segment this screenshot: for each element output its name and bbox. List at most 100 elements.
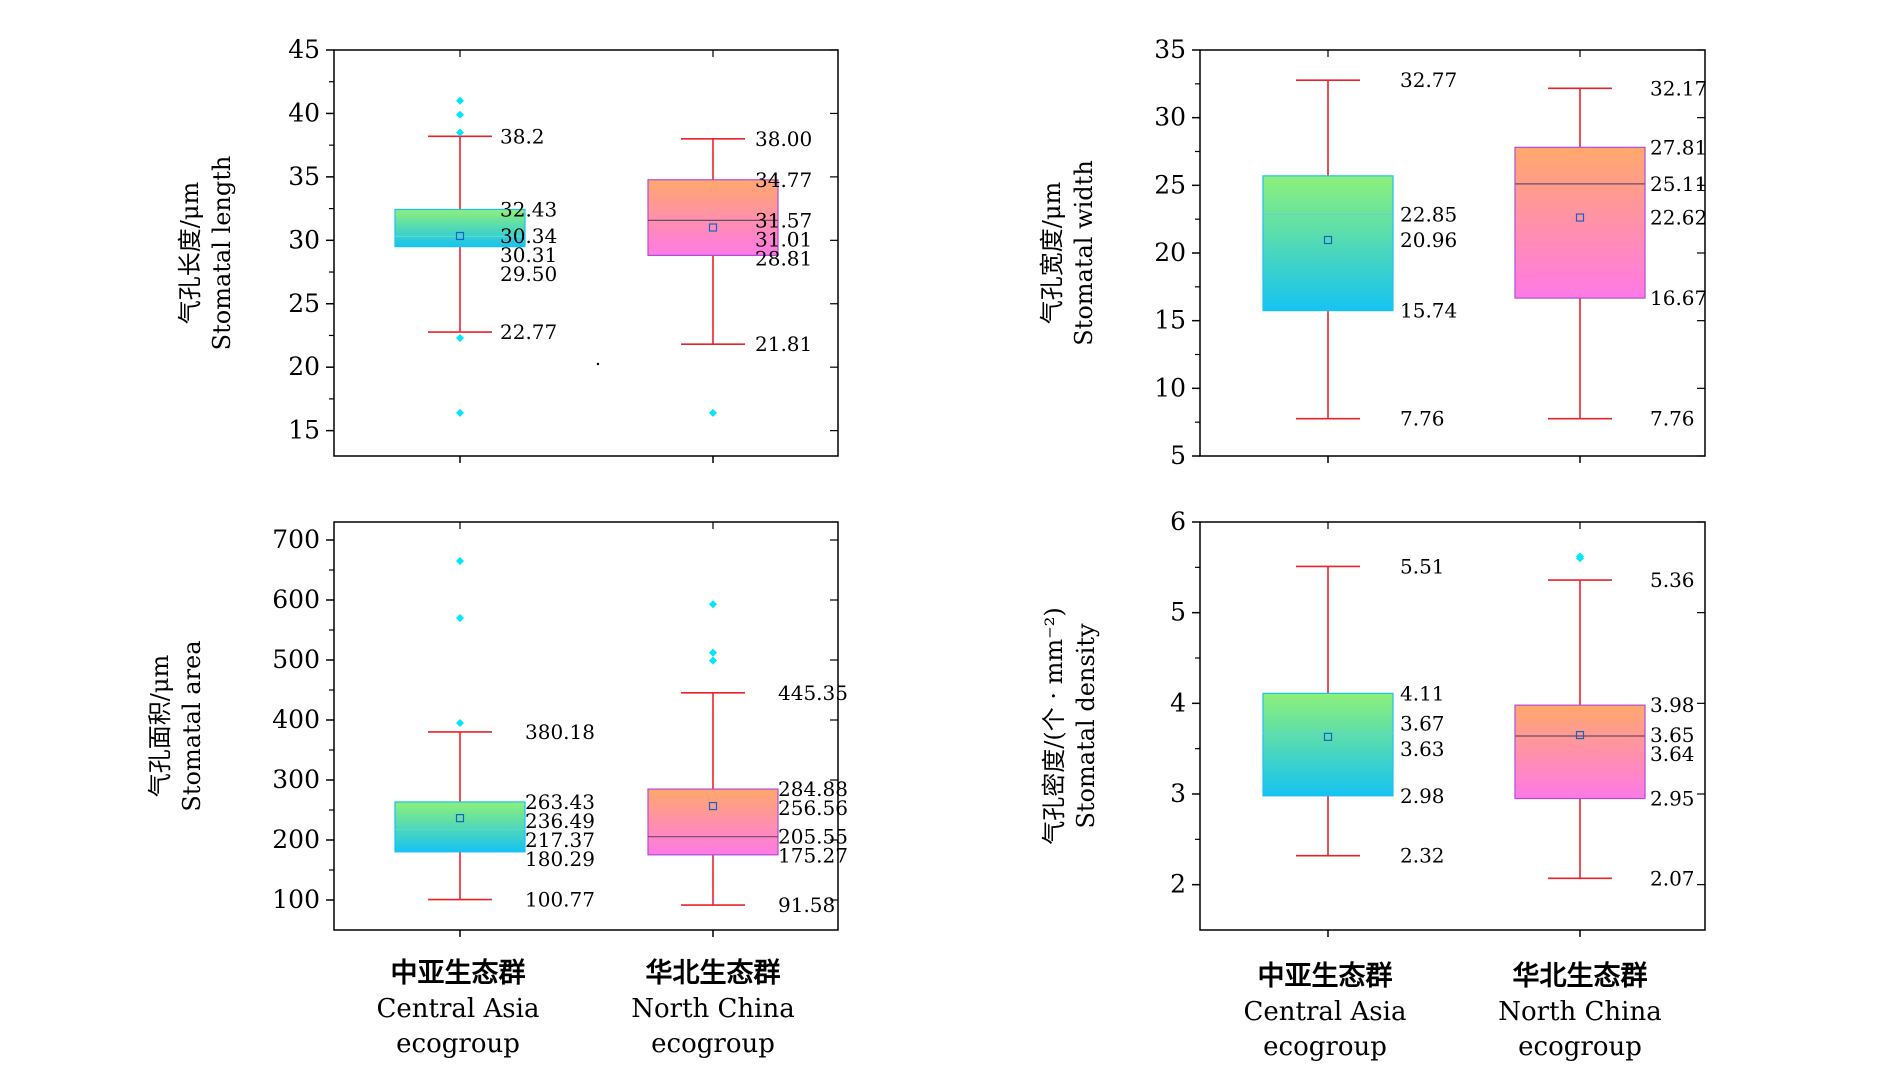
value-label: 3.63 (1400, 737, 1445, 761)
cat-en2-nc-left: ecogroup (651, 1029, 775, 1059)
outlier-point (1576, 554, 1584, 563)
outlier-point (456, 408, 464, 417)
mean-marker (1323, 235, 1333, 245)
y-axis-label-en: Stomatal density (1072, 623, 1100, 829)
cat-en2-ca-right: ecogroup (1263, 1032, 1387, 1062)
value-label: 180.29 (525, 847, 595, 871)
y-tick-label: 400 (272, 705, 320, 734)
value-label: 32.77 (1400, 68, 1457, 92)
box (1262, 692, 1394, 797)
plot-frame (1199, 521, 1706, 931)
outlier-point (456, 110, 464, 119)
cat-en2-nc-right: ecogroup (1518, 1032, 1642, 1062)
y-axis-label-cn: 气孔密度/(个 · mm⁻²) (1040, 607, 1068, 845)
y-tick-label: 5 (1170, 598, 1186, 627)
value-label: 32.43 (500, 197, 557, 221)
y-tick-label: 20 (288, 352, 320, 381)
outlier-point (709, 408, 717, 417)
value-label: 25.11 (1650, 172, 1707, 196)
value-label: 3.65 (1650, 723, 1695, 747)
y-tick-label: 700 (272, 525, 320, 554)
outlier-point (456, 719, 464, 727)
value-label: 5.36 (1650, 568, 1695, 592)
y-tick-label: 2 (1170, 870, 1186, 899)
panel-1: 15 20 25 30 35 40 45 气孔长度/μm Stomatal length 38.2… (176, 35, 839, 463)
value-label: 31.57 (755, 208, 812, 232)
y-tick-label: 15 (1154, 306, 1186, 335)
value-label: 4.11 (1400, 681, 1445, 705)
mean-marker (455, 814, 465, 823)
plot-frame (333, 49, 839, 457)
outlier-point (709, 600, 717, 609)
value-label: 22.77 (500, 320, 557, 344)
cat-cn-ca-left: 中亚生态群 (391, 958, 526, 989)
stray-dot (596, 362, 600, 366)
value-label: 284.88 (778, 777, 848, 801)
value-label: 7.76 (1650, 407, 1695, 431)
mean-marker (708, 223, 718, 232)
box (647, 788, 779, 856)
value-label: 30.31 (500, 243, 557, 267)
value-label: 31.01 (755, 227, 812, 251)
y-axis-label-cn: 气孔长度/μm (176, 182, 204, 325)
panel-3: 100 200 300 400 500 600 700 气孔面积/μm Stomatal are… (146, 521, 848, 937)
cat-en1-ca-left: Central Asia (377, 994, 540, 1024)
value-label: 2.98 (1400, 784, 1445, 808)
value-label: 175.27 (778, 844, 848, 868)
value-label: 27.81 (1650, 135, 1707, 159)
outlier-point (709, 656, 717, 665)
cat-cn-nc-left: 华北生态群 (646, 957, 781, 989)
box (394, 208, 526, 248)
box (647, 179, 779, 257)
mean-marker (1575, 730, 1585, 740)
value-label: 205.55 (778, 825, 848, 849)
y-tick-label: 10 (1154, 373, 1186, 402)
value-label: 2.07 (1650, 866, 1695, 890)
value-label: 3.98 (1650, 693, 1695, 717)
y-tick-label: 20 (1154, 238, 1186, 267)
value-label: 22.85 (1400, 202, 1457, 226)
value-label: 38.00 (755, 127, 812, 151)
y-tick-label: 30 (1154, 103, 1186, 132)
panel-2: 5 10 15 20 25 30 35 气孔宽度/μm Stomatal width 32.77 2… (1038, 35, 1707, 470)
box (1514, 704, 1646, 800)
value-label: 28.81 (755, 246, 812, 270)
value-label: 236.49 (525, 809, 595, 833)
value-label: 2.95 (1650, 787, 1695, 811)
y-axis-label-en: Stomatal area (178, 640, 206, 811)
y-tick-label: 300 (272, 765, 320, 794)
panel-4: 2 3 4 5 6 气孔密度/(个 · mm⁻²) Stomatal density 5.51… (1040, 507, 1706, 937)
y-axis-label-cn: 气孔宽度/μm (1038, 182, 1066, 325)
cat-en1-ca-right: Central Asia (1244, 997, 1407, 1027)
plot-frame (333, 521, 839, 931)
mean-marker (1323, 732, 1333, 741)
value-label: 91.58 (778, 893, 835, 917)
value-label: 3.64 (1650, 742, 1695, 766)
cat-cn-nc-right: 华北生态群 (1513, 960, 1648, 992)
outlier-point (456, 334, 464, 343)
value-label: 32.17 (1650, 76, 1707, 100)
value-label: 2.32 (1400, 844, 1445, 868)
value-label: 30.34 (500, 224, 557, 248)
y-axis-label-en: Stomatal width (1070, 160, 1098, 346)
y-tick-label: 15 (288, 416, 320, 445)
value-label: 20.96 (1400, 228, 1457, 252)
value-label: 34.77 (755, 168, 812, 192)
value-label: 100.77 (525, 888, 595, 912)
value-label: 217.37 (525, 828, 595, 852)
outlier-point (456, 614, 464, 622)
y-tick-label: 4 (1170, 688, 1186, 717)
value-label: 38.2 (500, 124, 545, 148)
outlier-point (456, 128, 464, 137)
value-label: 445.35 (778, 681, 848, 705)
y-tick-label: 3 (1170, 779, 1186, 808)
y-tick-label: 600 (272, 585, 320, 614)
cat-en1-nc-right: North China (1498, 997, 1662, 1027)
value-label: 22.62 (1650, 206, 1707, 230)
value-label: 263.43 (525, 790, 595, 814)
value-label: 7.76 (1400, 407, 1445, 431)
value-label: 380.18 (525, 720, 595, 744)
y-tick-label: 25 (1154, 170, 1186, 199)
y-tick-label: 200 (272, 825, 320, 854)
